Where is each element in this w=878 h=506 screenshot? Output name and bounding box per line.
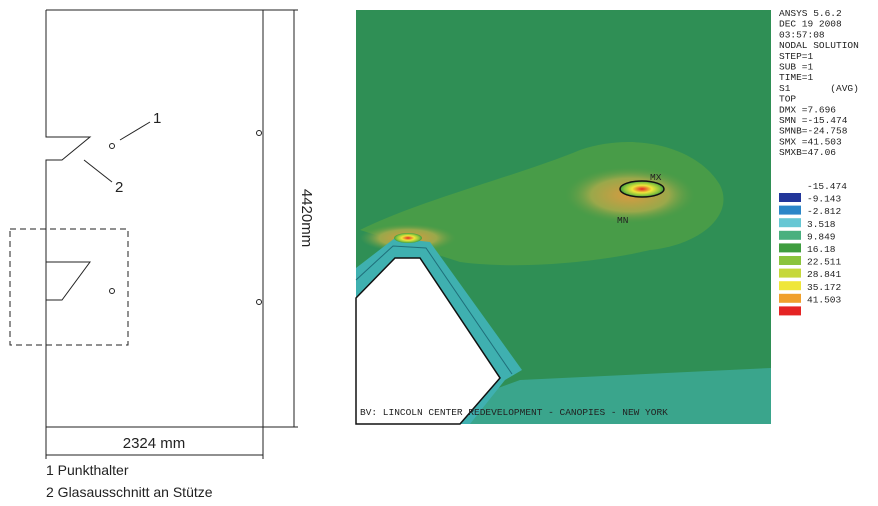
hot-spot	[394, 233, 422, 243]
legend-value: 9.849	[807, 231, 836, 242]
info-line: SUB =1	[779, 62, 814, 73]
point-holder	[110, 144, 115, 149]
legend-value: 22.511	[807, 257, 842, 268]
info-line: TIME=1	[779, 72, 814, 83]
legend-value: 16.18	[807, 244, 836, 255]
detail-box	[10, 229, 128, 345]
glass-pane-drawing	[10, 10, 298, 459]
note: 2 Glasausschnitt an Stütze	[46, 484, 213, 500]
legend-value: -2.812	[807, 206, 842, 217]
note: 1 Punkthalter	[46, 462, 129, 478]
label: 2	[115, 179, 123, 196]
fea-plot: MX MN BV: LINCOLN CENTER REDEVELOPMENT -…	[356, 10, 771, 424]
info-line: STEP=1	[779, 51, 814, 62]
max-label: MX	[650, 172, 662, 183]
legend-value: 3.518	[807, 219, 836, 230]
info-line: SMNB=-24.758	[779, 126, 848, 137]
info-line: SMN =-15.474	[779, 115, 848, 126]
legend-value: -15.474	[807, 181, 847, 192]
info-line: DEC 19 2008	[779, 19, 842, 30]
legend-swatch	[779, 231, 801, 240]
legend-swatch	[779, 269, 801, 278]
info-line: ANSYS 5.6.2	[779, 8, 842, 19]
legend-value: 41.503	[807, 294, 842, 305]
min-label: MN	[617, 215, 628, 226]
legend-value: 28.841	[807, 269, 842, 280]
info-line: DMX =7.696	[779, 104, 836, 115]
info-line: SMX =41.503	[779, 136, 842, 147]
point-holder	[257, 131, 262, 136]
legend-swatch	[779, 243, 801, 252]
legend-swatch	[779, 206, 801, 215]
info-line: S1 (AVG)	[779, 83, 859, 94]
info-line: SMXB=47.06	[779, 147, 836, 158]
dimension-label: 2324 mm	[123, 435, 186, 452]
legend-swatch	[779, 256, 801, 265]
figure: 1 2 4420mm 2324 mm 1 Punkthalter 2 Glasa…	[0, 0, 878, 506]
info-line: TOP	[779, 94, 796, 105]
info-line: NODAL SOLUTION	[779, 40, 859, 51]
legend-swatch	[779, 306, 801, 315]
leader-line	[120, 122, 150, 140]
legend-swatch	[779, 218, 801, 227]
leader-line	[84, 160, 112, 182]
caption: BV: LINCOLN CENTER REDEVELOPMENT - CANOP…	[360, 407, 668, 418]
legend-swatch	[779, 193, 801, 202]
dimension-label: 4420mm	[298, 189, 315, 247]
info-line: 03:57:08	[779, 29, 825, 40]
hot-spot	[620, 181, 664, 197]
point-holder	[110, 289, 115, 294]
legend-swatch	[779, 294, 801, 303]
legend-value: -9.143	[807, 194, 842, 205]
label: 1	[153, 110, 161, 127]
legend-swatch	[779, 281, 801, 290]
point-holder	[257, 300, 262, 305]
outline-notch	[46, 10, 90, 262]
outline	[46, 10, 263, 427]
legend-value: 35.172	[807, 282, 842, 293]
